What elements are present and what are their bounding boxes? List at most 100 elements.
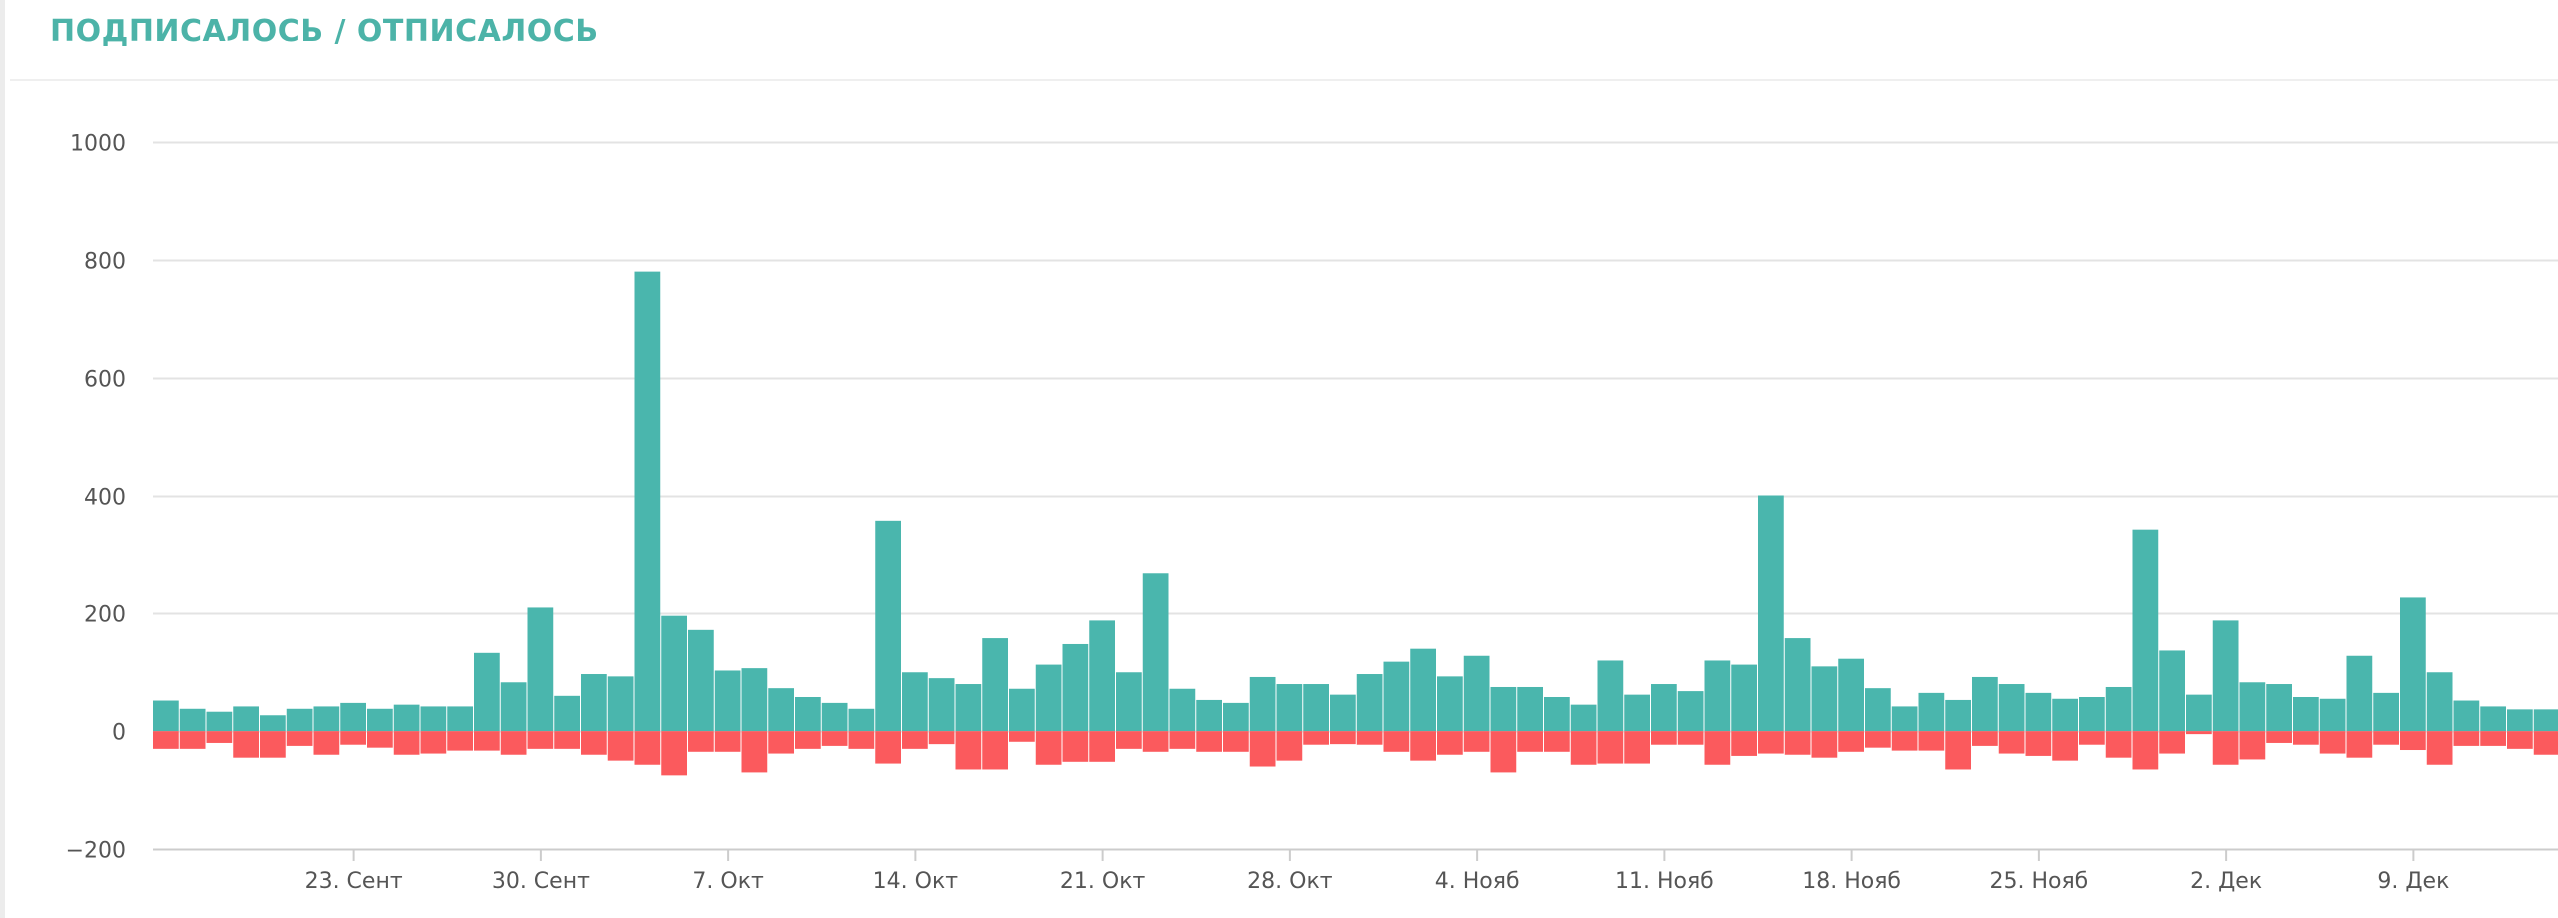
subscribed-bar[interactable] (634, 271, 661, 732)
subscribed-bar[interactable] (1196, 699, 1222, 732)
unsubscribed-bar[interactable] (581, 731, 607, 755)
subscribed-bar[interactable] (447, 706, 473, 732)
subscribed-bar[interactable] (393, 704, 420, 732)
unsubscribed-bar[interactable] (2052, 731, 2078, 761)
unsubscribed-bar[interactable] (661, 731, 687, 776)
subscribed-bar[interactable] (2159, 650, 2185, 732)
subscribed-bar[interactable] (2507, 709, 2533, 732)
unsubscribed-bar[interactable] (1089, 731, 1115, 762)
subscribed-bar[interactable] (1009, 688, 1035, 732)
unsubscribed-bar[interactable] (1570, 731, 1597, 765)
subscribed-bar[interactable] (795, 697, 821, 732)
subscribed-bar[interactable] (1972, 676, 1998, 732)
unsubscribed-bar[interactable] (2159, 731, 2185, 754)
subscribed-bar[interactable] (179, 708, 206, 732)
unsubscribed-bar[interactable] (1276, 731, 1303, 761)
unsubscribed-bar[interactable] (1062, 731, 1089, 762)
subscribed-bar[interactable] (2105, 686, 2132, 732)
unsubscribed-bar[interactable] (474, 731, 500, 751)
unsubscribed-bar[interactable] (1303, 731, 1329, 745)
unsubscribed-bar[interactable] (1865, 731, 1891, 748)
unsubscribed-bar[interactable] (634, 731, 661, 765)
subscribed-bar[interactable] (1624, 694, 1650, 732)
unsubscribed-bar[interactable] (1544, 731, 1570, 752)
bars[interactable] (153, 271, 2558, 776)
subscribed-bar[interactable] (420, 706, 447, 732)
subscribed-bar[interactable] (474, 652, 500, 732)
subscribed-bar[interactable] (1677, 691, 1704, 732)
subscribed-bar[interactable] (1517, 686, 1543, 732)
subscribed-bar[interactable] (2293, 697, 2319, 732)
subscribed-bar[interactable] (1223, 702, 1249, 732)
unsubscribed-bar[interactable] (233, 731, 259, 758)
subscribed-bar[interactable] (875, 520, 901, 732)
unsubscribed-bar[interactable] (1651, 731, 1677, 745)
subscribed-bar[interactable] (1597, 660, 1624, 732)
unsubscribed-bar[interactable] (848, 731, 875, 749)
subscribed-bar[interactable] (153, 700, 179, 732)
subscribed-bar[interactable] (1330, 694, 1356, 732)
unsubscribed-bar[interactable] (1784, 731, 1811, 755)
subscribed-bar[interactable] (1356, 674, 1383, 732)
unsubscribed-bar[interactable] (714, 731, 741, 752)
unsubscribed-bar[interactable] (1945, 731, 1971, 770)
subscribed-bar[interactable] (1998, 684, 2025, 732)
subscribed-bar[interactable] (1116, 672, 1142, 732)
subscribed-bar[interactable] (1249, 676, 1276, 732)
unsubscribed-bar[interactable] (527, 731, 554, 749)
unsubscribed-bar[interactable] (2239, 731, 2266, 760)
subscribed-bar[interactable] (581, 674, 607, 732)
subscribed-bar[interactable] (1651, 684, 1677, 732)
subscribed-bar[interactable] (2239, 682, 2266, 732)
subscribed-bar[interactable] (527, 607, 554, 732)
unsubscribed-bar[interactable] (313, 731, 340, 755)
subscribed-bar[interactable] (367, 708, 393, 732)
subscribed-bar[interactable] (2533, 709, 2558, 732)
subscribed-bar[interactable] (848, 708, 875, 732)
unsubscribed-bar[interactable] (2426, 731, 2453, 765)
unsubscribed-bar[interactable] (2480, 731, 2506, 746)
subscribed-bar[interactable] (1383, 661, 1410, 732)
subscribed-bar[interactable] (2480, 706, 2506, 732)
unsubscribed-bar[interactable] (1196, 731, 1222, 752)
unsubscribed-bar[interactable] (741, 731, 768, 773)
subscribed-bar[interactable] (821, 702, 848, 732)
unsubscribed-bar[interactable] (1142, 731, 1169, 752)
unsubscribed-bar[interactable] (1116, 731, 1142, 749)
subscribed-bar[interactable] (554, 695, 580, 732)
subscribed-bar[interactable] (714, 670, 741, 732)
subscribed-bar[interactable] (1463, 655, 1490, 732)
unsubscribed-bar[interactable] (1517, 731, 1543, 752)
subscribed-bar[interactable] (1891, 706, 1918, 732)
subscribed-bar[interactable] (1089, 620, 1115, 732)
subscribed-bar[interactable] (2426, 672, 2453, 732)
unsubscribed-bar[interactable] (2132, 731, 2159, 770)
subscribed-bar[interactable] (2266, 684, 2292, 732)
subscribed-bar[interactable] (1865, 688, 1891, 732)
unsubscribed-bar[interactable] (2266, 731, 2292, 743)
subscribed-bar[interactable] (1169, 688, 1196, 732)
unsubscribed-bar[interactable] (1811, 731, 1838, 758)
unsubscribed-bar[interactable] (2319, 731, 2346, 754)
unsubscribed-bar[interactable] (607, 731, 634, 761)
unsubscribed-bar[interactable] (340, 731, 366, 745)
unsubscribed-bar[interactable] (928, 731, 955, 745)
subscribed-bar[interactable] (2079, 697, 2105, 732)
subscribed-bar[interactable] (2212, 620, 2239, 732)
subscribed-bar[interactable] (2373, 692, 2399, 732)
subscribed-bar[interactable] (2025, 692, 2052, 732)
unsubscribed-bar[interactable] (955, 731, 982, 770)
unsubscribed-bar[interactable] (768, 731, 794, 754)
subscribed-bar[interactable] (2052, 698, 2078, 732)
unsubscribed-bar[interactable] (1624, 731, 1650, 764)
subscribed-bar[interactable] (1758, 495, 1784, 732)
unsubscribed-bar[interactable] (1998, 731, 2025, 754)
subscribed-bar[interactable] (2319, 698, 2346, 732)
unsubscribed-bar[interactable] (2105, 731, 2132, 758)
unsubscribed-bar[interactable] (1918, 731, 1945, 751)
unsubscribed-bar[interactable] (2212, 731, 2239, 765)
unsubscribed-bar[interactable] (206, 731, 233, 743)
unsubscribed-bar[interactable] (795, 731, 821, 749)
subscribed-bar[interactable] (1704, 660, 1731, 732)
unsubscribed-bar[interactable] (554, 731, 580, 749)
